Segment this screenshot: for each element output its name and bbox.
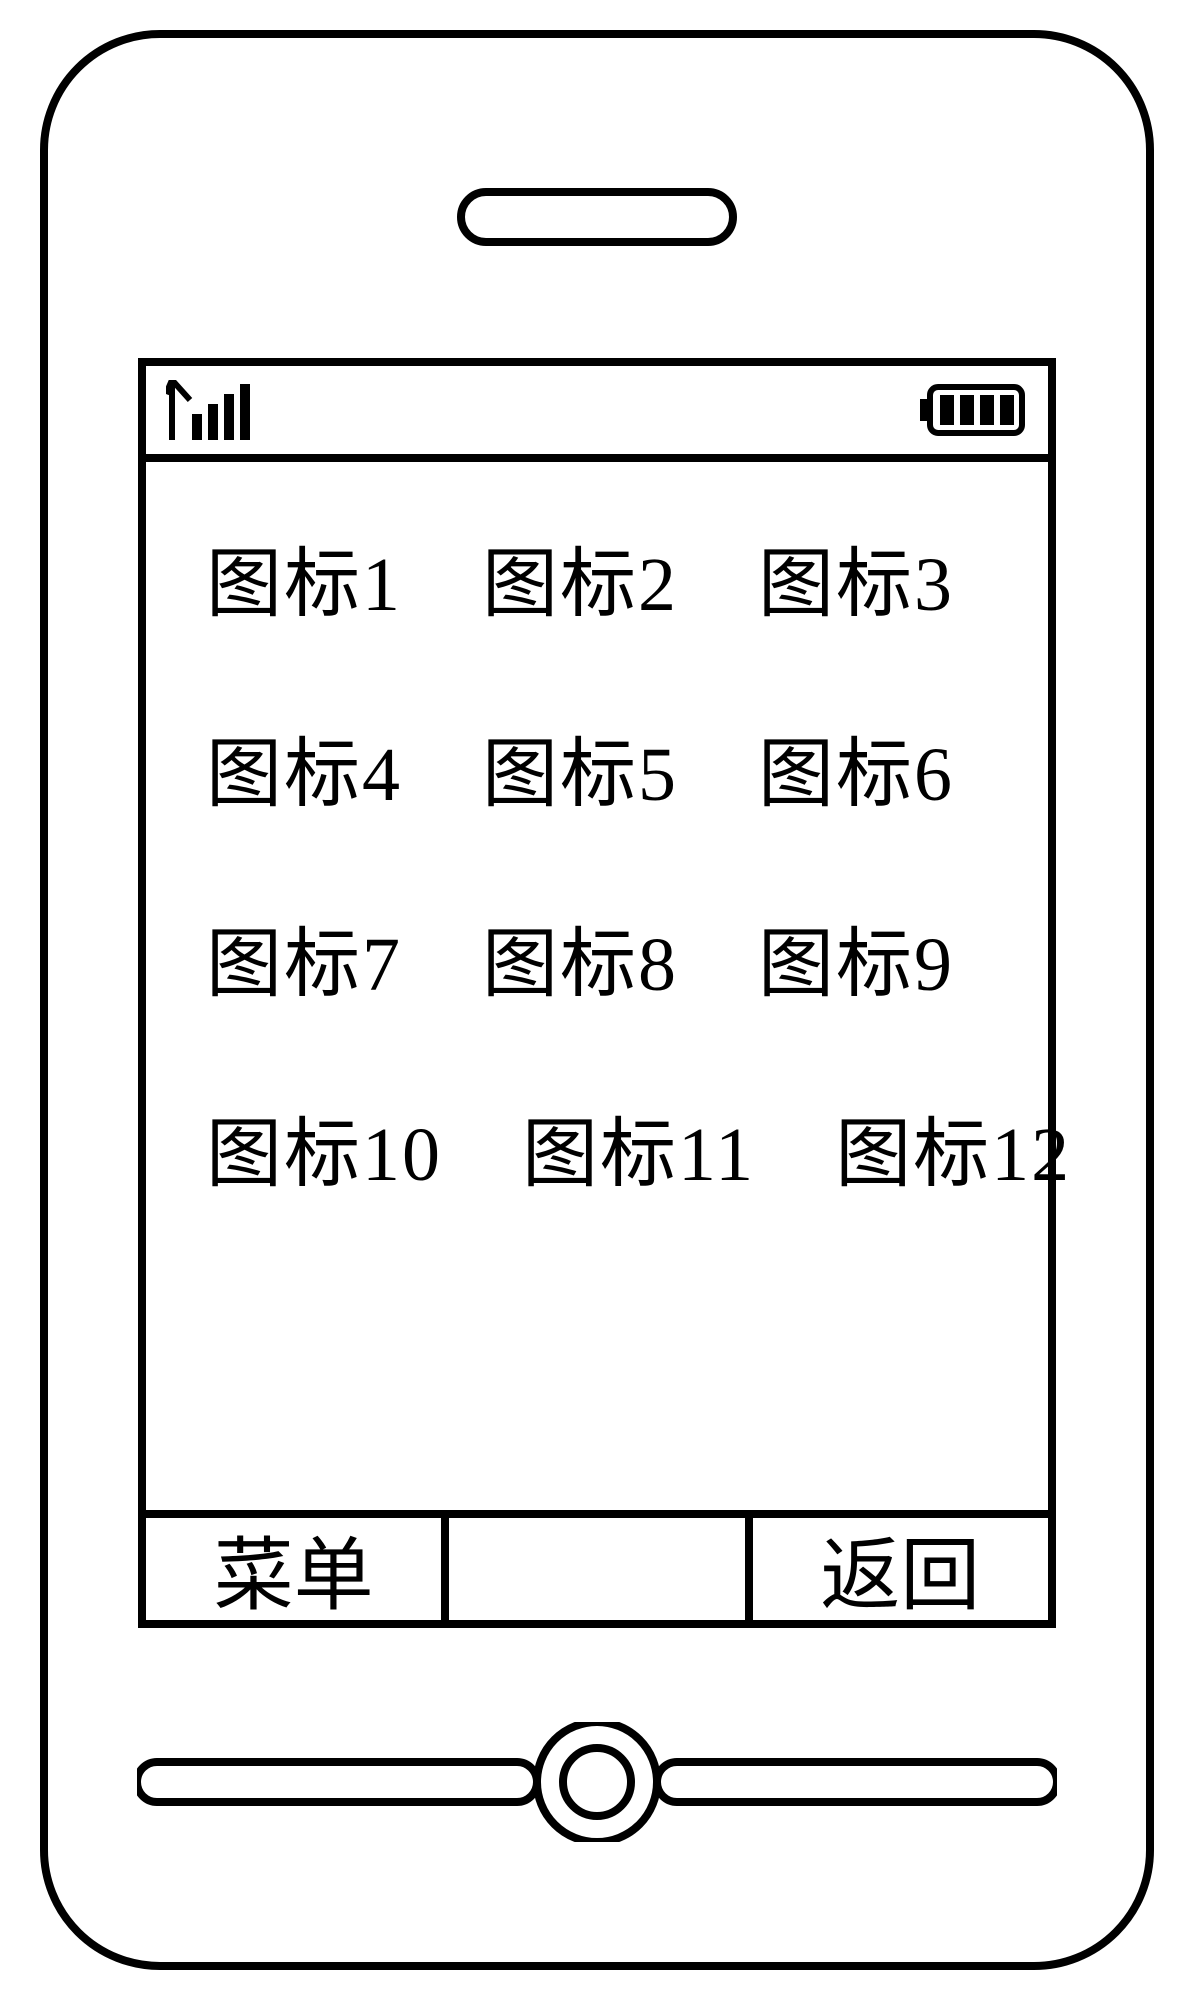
phone-body: 图标1 图标2 图标3 图标4 图标5 图标6 图标7 图标8 图标9 图标10…	[40, 30, 1154, 1970]
app-icon-11[interactable]: 图标11	[522, 1092, 755, 1202]
softkey-center[interactable]	[449, 1518, 752, 1620]
app-icon-7[interactable]: 图标7	[206, 902, 402, 1012]
softkey-menu[interactable]: 菜单	[146, 1518, 449, 1620]
icon-row: 图标10 图标11 图标12	[206, 1092, 1008, 1202]
app-icon-2[interactable]: 图标2	[482, 522, 678, 632]
icon-row: 图标1 图标2 图标3	[206, 522, 1008, 632]
screen: 图标1 图标2 图标3 图标4 图标5 图标6 图标7 图标8 图标9 图标10…	[138, 358, 1056, 1628]
icon-grid: 图标1 图标2 图标3 图标4 图标5 图标6 图标7 图标8 图标9 图标10…	[146, 462, 1048, 1510]
app-icon-6[interactable]: 图标6	[758, 712, 954, 822]
speaker-slot	[457, 188, 737, 246]
app-icon-10[interactable]: 图标10	[206, 1092, 442, 1202]
app-icon-8[interactable]: 图标8	[482, 902, 678, 1012]
icon-row: 图标7 图标8 图标9	[206, 902, 1008, 1012]
app-icon-12[interactable]: 图标12	[835, 1092, 1071, 1202]
softkey-back[interactable]: 返回	[753, 1518, 1048, 1620]
app-icon-9[interactable]: 图标9	[758, 902, 954, 1012]
home-button[interactable]	[137, 1722, 1057, 1842]
icon-row: 图标4 图标5 图标6	[206, 712, 1008, 822]
signal-icon	[166, 380, 256, 440]
app-icon-3[interactable]: 图标3	[758, 522, 954, 632]
app-icon-4[interactable]: 图标4	[206, 712, 402, 822]
app-icon-5[interactable]: 图标5	[482, 712, 678, 822]
status-bar	[146, 366, 1048, 462]
battery-icon	[918, 383, 1028, 437]
softkey-bar: 菜单 返回	[146, 1510, 1048, 1620]
app-icon-1[interactable]: 图标1	[206, 522, 402, 632]
